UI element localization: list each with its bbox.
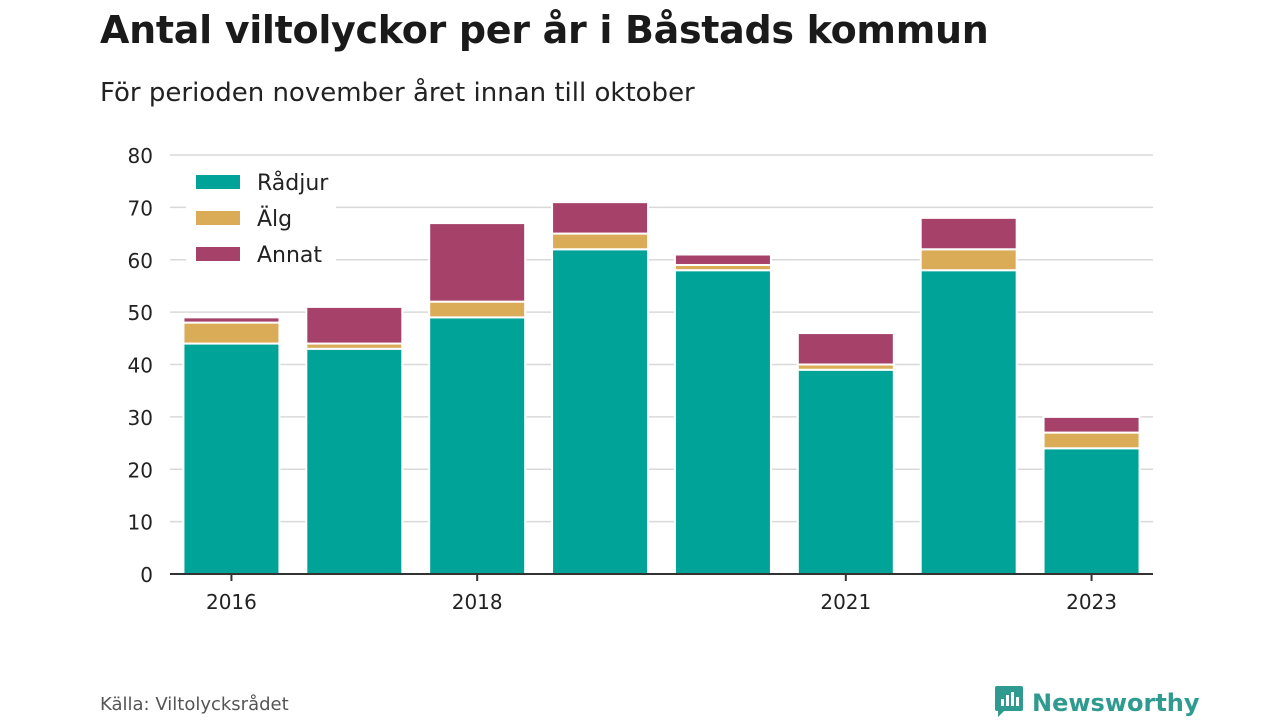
y-tick-label: 50 [128, 301, 153, 325]
y-tick-label: 80 [128, 144, 153, 168]
bar-segment-rådjur [551, 248, 650, 575]
bar-segment-annat [673, 253, 772, 266]
bar-segment-rådjur [182, 342, 281, 575]
y-tick-label: 60 [128, 249, 153, 273]
bar-segment-annat [305, 305, 404, 345]
bar-segment-annat [919, 216, 1018, 251]
bar-segment-rådjur [305, 347, 404, 575]
legend: Rådjur Älg Annat [186, 164, 336, 276]
chart-title: Antal viltolyckor per år i Båstads kommu… [100, 8, 989, 52]
y-tick-label: 0 [140, 563, 153, 587]
bars [182, 201, 1141, 575]
x-axis: 2016 2018 2021 2023 [170, 573, 1153, 614]
legend-label: Älg [257, 206, 292, 232]
bar-segment-rådjur [673, 269, 772, 575]
newsworthy-logo-icon [994, 684, 1024, 722]
bar-segment-älg [182, 321, 281, 345]
x-tick-label: 2023 [1066, 590, 1117, 614]
bar-segment-annat [182, 316, 281, 324]
legend-label: Annat [257, 243, 322, 268]
y-tick-label: 70 [128, 196, 153, 220]
y-tick-label: 20 [128, 458, 153, 482]
legend-swatch [196, 175, 240, 189]
legend-swatch [196, 211, 240, 225]
brand-name: Newsworthy [1032, 689, 1200, 717]
y-tick-label: 30 [128, 406, 153, 430]
bar-segment-rådjur [1042, 447, 1141, 575]
source-note: Källa: Viltolycksrådet [100, 694, 289, 715]
bar-segment-annat [796, 332, 895, 366]
y-tick-label: 10 [128, 511, 153, 535]
bar-segment-älg [1042, 431, 1141, 450]
brand-logo[interactable]: Newsworthy [994, 684, 1200, 722]
bar-segment-älg [919, 248, 1018, 272]
bar-segment-rådjur [919, 269, 1018, 575]
bar-segment-annat [551, 201, 650, 235]
bar-segment-rådjur [428, 316, 527, 575]
x-tick-label: 2021 [820, 590, 871, 614]
y-axis-ticks: 0 10 20 30 40 50 60 70 80 [128, 144, 153, 587]
bar-segment-älg [551, 232, 650, 251]
legend-label: Rådjur [257, 170, 329, 196]
bar-segment-annat [428, 222, 527, 303]
x-tick-label: 2018 [452, 590, 503, 614]
bar-segment-älg [428, 300, 527, 319]
bar-segment-annat [1042, 415, 1141, 434]
x-tick-label: 2016 [206, 590, 257, 614]
chart-subtitle: För perioden november året innan till ok… [100, 78, 695, 108]
bar-segment-rådjur [796, 368, 895, 575]
y-tick-label: 40 [128, 354, 153, 378]
legend-swatch [196, 247, 240, 261]
